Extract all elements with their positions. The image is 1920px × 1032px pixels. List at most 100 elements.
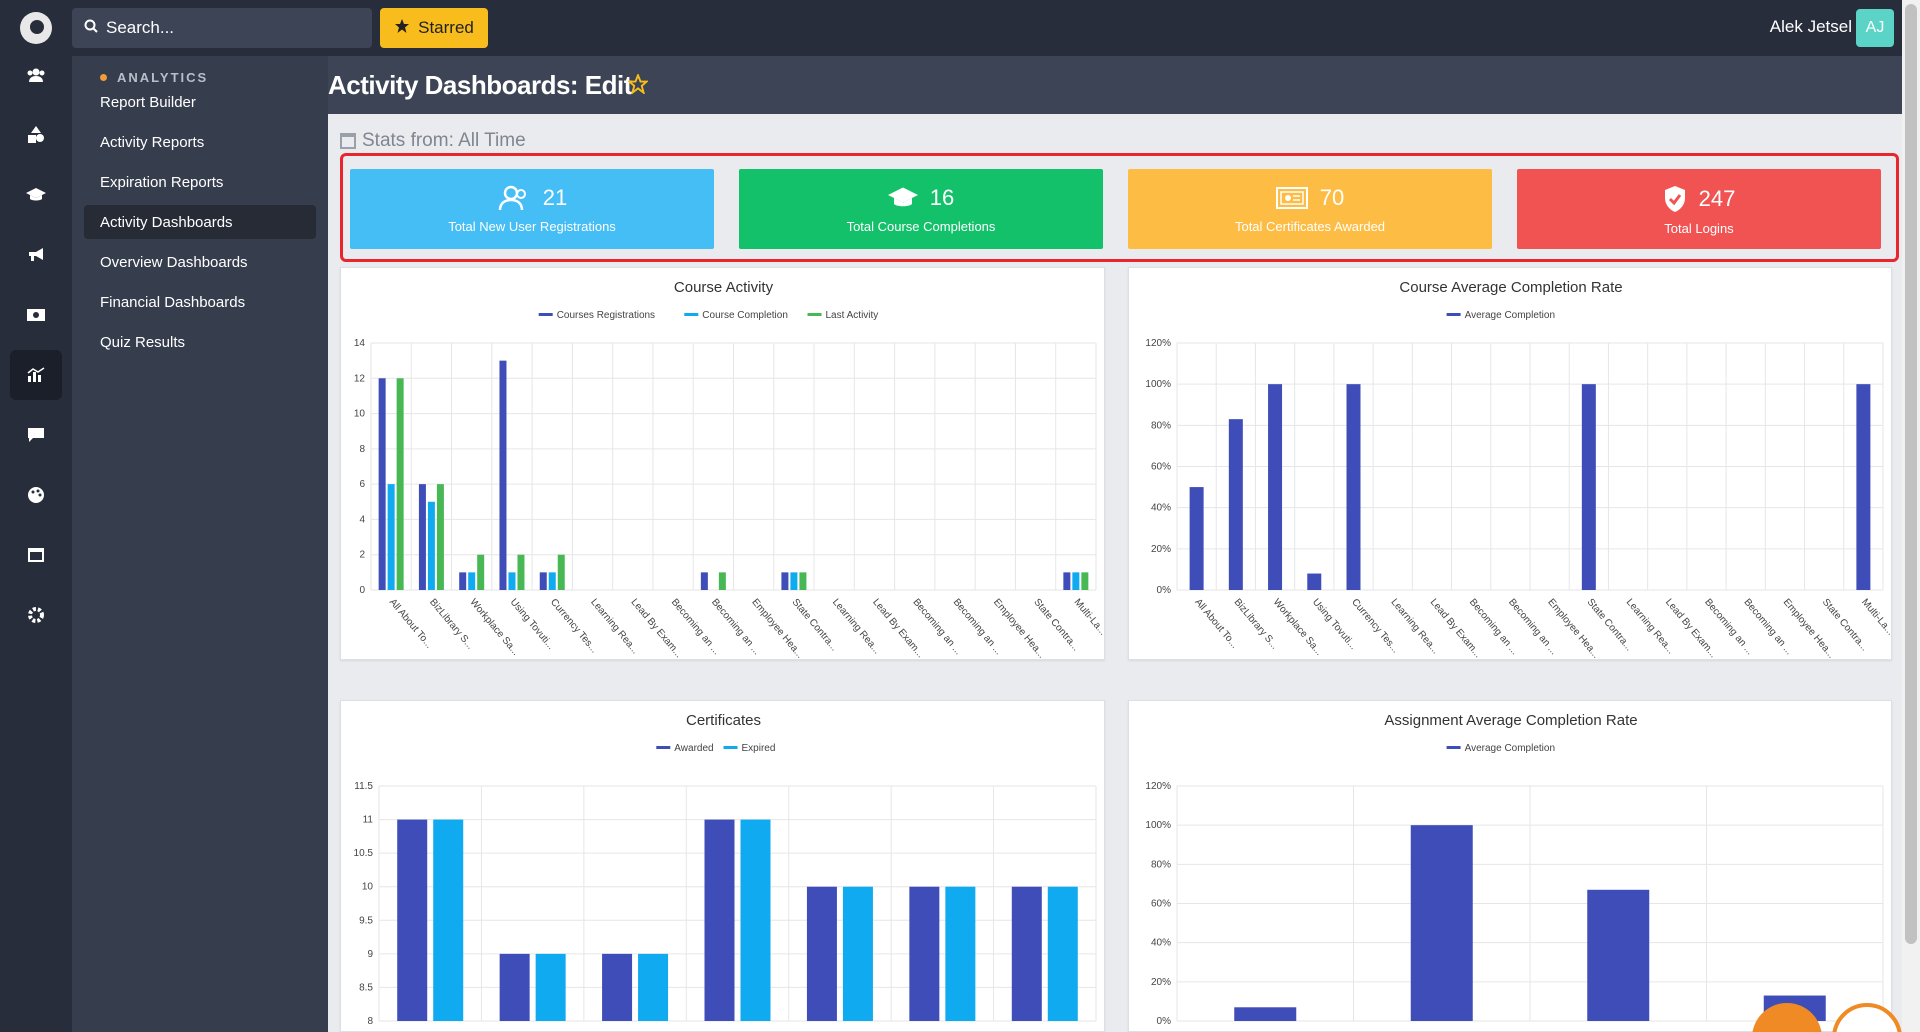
- bar: [468, 572, 476, 590]
- y-tick-label: 6: [359, 479, 365, 490]
- course-completion-rate-chart: Course Average Completion Rate Average Co…: [1145, 279, 1893, 661]
- legend-swatch: [723, 746, 738, 749]
- analytics-icon[interactable]: [10, 350, 62, 400]
- chart-panel-course-completion-rate: Course Average Completion Rate Average Co…: [1128, 267, 1893, 661]
- bar: [1268, 384, 1283, 590]
- stat-card-registrations[interactable]: 21 Total New User Registrations: [350, 169, 714, 249]
- legend-label: Courses Registrations: [557, 310, 655, 321]
- stat-value: 70: [1319, 185, 1345, 210]
- favorite-star-icon[interactable]: [626, 72, 650, 100]
- y-tick-label: 10: [354, 409, 366, 420]
- bar: [781, 572, 789, 590]
- bar: [378, 378, 386, 590]
- bar: [1228, 419, 1243, 590]
- palette-icon[interactable]: [10, 470, 62, 520]
- bar: [1047, 886, 1078, 1021]
- y-tick-label: 10.5: [354, 848, 374, 859]
- course-activity-chart: Course Activity Courses Registrations Cour…: [354, 279, 1106, 661]
- chart-title: Course Activity: [674, 279, 774, 296]
- x-tick-label: All About To...: [387, 597, 435, 651]
- bar: [1189, 487, 1204, 590]
- legend-label: Last Activity: [826, 310, 879, 321]
- money-icon[interactable]: [10, 290, 62, 340]
- legend-label: Awarded: [674, 743, 713, 754]
- stat-value: 21: [542, 185, 568, 210]
- y-tick-label: 8: [367, 1016, 373, 1027]
- bar: [638, 953, 669, 1021]
- bar: [499, 360, 507, 590]
- stat-label: Total New User Registrations: [448, 219, 616, 234]
- bar: [1011, 886, 1042, 1021]
- chart-title: Certificates: [686, 712, 761, 729]
- y-tick-label: 20%: [1151, 977, 1171, 988]
- subnav-heading: ANALYTICS: [100, 70, 208, 85]
- y-tick-label: 9.5: [359, 915, 373, 926]
- bar: [433, 819, 464, 1021]
- y-tick-label: 40%: [1151, 938, 1171, 949]
- subnav-item-overview-dashboards[interactable]: Overview Dashboards: [100, 253, 248, 271]
- stat-card-completions[interactable]: 16 Total Course Completions: [739, 169, 1103, 249]
- user-name[interactable]: Alek Jetsel: [1769, 17, 1852, 36]
- top-bar: Search... Starred Alek Jetsel AJ: [72, 0, 1920, 56]
- y-tick-label: 80%: [1151, 859, 1171, 870]
- legend-swatch: [684, 313, 699, 316]
- scrollbar-thumb[interactable]: [1905, 4, 1917, 944]
- stat-label: Total Certificates Awarded: [1234, 219, 1386, 234]
- window-icon[interactable]: [10, 530, 62, 580]
- stat-label: Total Logins: [1664, 221, 1734, 236]
- stat-value: 16: [929, 185, 955, 210]
- bar: [1587, 889, 1650, 1021]
- y-tick-label: 11.5: [354, 781, 373, 792]
- stat-card-certificates[interactable]: 70 Total Certificates Awarded: [1128, 169, 1492, 249]
- bar: [459, 572, 467, 590]
- stats-highlight-box: [340, 153, 1899, 262]
- legend-label: Average Completion: [1465, 743, 1555, 754]
- bar: [718, 572, 726, 590]
- app-logo[interactable]: [20, 12, 52, 44]
- page-header: [328, 56, 1902, 114]
- y-tick-label: 0%: [1157, 1016, 1172, 1027]
- subnav-item-expiration-reports[interactable]: Expiration Reports: [100, 173, 224, 191]
- bar: [1063, 572, 1071, 590]
- page-scrollbar[interactable]: [1902, 0, 1920, 1032]
- section-dot: [100, 74, 107, 81]
- shield-check-icon: [1664, 186, 1685, 212]
- y-tick-label: 60%: [1151, 899, 1171, 910]
- megaphone-icon[interactable]: [10, 230, 62, 280]
- shapes-icon[interactable]: [10, 110, 62, 160]
- chat-icon[interactable]: [10, 410, 62, 460]
- x-tick-label: Multi-La...: [1072, 597, 1106, 638]
- subnav-item-activity-reports[interactable]: Activity Reports: [100, 133, 205, 151]
- subnav-item-financial-dashboards[interactable]: Financial Dashboards: [100, 293, 246, 311]
- certificate-icon: [1275, 187, 1308, 209]
- bar: [1234, 1007, 1297, 1021]
- subnav-item-report-builder[interactable]: Report Builder: [100, 93, 196, 111]
- search-input[interactable]: Search...: [72, 8, 372, 48]
- graduation-cap-icon[interactable]: [10, 170, 62, 220]
- stat-card-logins[interactable]: 247 Total Logins: [1517, 169, 1881, 249]
- subnav-item-quiz-results[interactable]: Quiz Results: [100, 333, 186, 351]
- y-tick-label: 14: [354, 338, 366, 349]
- y-tick-label: 8: [359, 444, 365, 455]
- bar: [799, 572, 807, 590]
- legend-swatch: [1446, 313, 1461, 316]
- search-icon: [84, 19, 98, 38]
- starred-button[interactable]: Starred: [380, 8, 488, 48]
- avatar[interactable]: AJ: [1856, 9, 1894, 47]
- stat-value: 247: [1698, 186, 1736, 211]
- bar: [539, 572, 547, 590]
- bar: [602, 953, 633, 1021]
- bar: [535, 953, 566, 1021]
- subnav-item-activity-dashboards[interactable]: Activity Dashboards: [84, 205, 316, 239]
- bar: [396, 378, 404, 590]
- chart-panel-certificates: Certificates Awarded Expired 8 8.5 9 9.5 10 10.5…: [340, 700, 1105, 1032]
- y-tick-label: 0%: [1157, 585, 1172, 596]
- y-tick-label: 2: [359, 550, 365, 561]
- users-icon[interactable]: [10, 50, 62, 100]
- gear-icon[interactable]: [10, 590, 62, 640]
- icon-rail: [0, 0, 72, 1032]
- subnav-heading-label: ANALYTICS: [117, 70, 209, 85]
- bar: [548, 572, 556, 590]
- y-tick-label: 8.5: [359, 982, 373, 993]
- legend-swatch: [1446, 746, 1461, 749]
